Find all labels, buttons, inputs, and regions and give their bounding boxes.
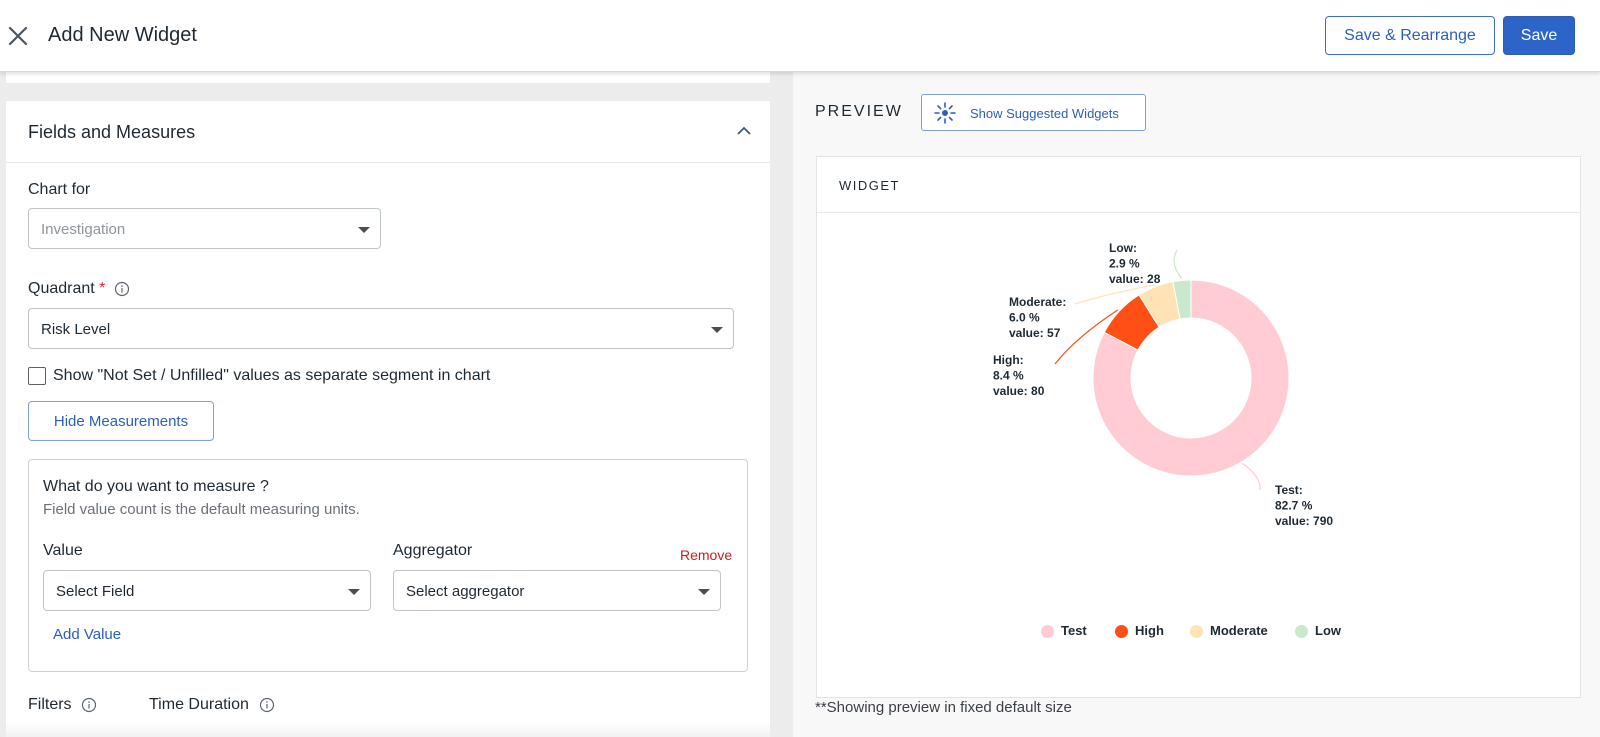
section-header[interactable]: Fields and Measures [6, 101, 770, 163]
donut-chart: Test: 82.7 % value: 790 High: 8.4 % value: 80… [993, 241, 1333, 528]
add-value-link[interactable]: Add Value [53, 626, 122, 643]
chart-legend: Test High Moderate Low [817, 622, 1580, 642]
top-bar: Add New Widget Save & Rearrange Save [0, 0, 1600, 72]
page-title: Add New Widget [48, 24, 197, 46]
chevron-up-icon[interactable] [736, 123, 752, 139]
info-icon[interactable] [114, 281, 130, 297]
value-label: Value [43, 542, 83, 559]
value-select-placeholder: Select Field [56, 583, 135, 600]
caret-down-icon [698, 589, 710, 595]
quadrant-select[interactable]: Risk Level [28, 308, 734, 349]
save-rearrange-button[interactable]: Save & Rearrange [1325, 16, 1495, 55]
remove-link[interactable]: Remove [680, 547, 733, 563]
legend-dot [1041, 625, 1054, 638]
value-select[interactable]: Select Field [43, 570, 371, 611]
hide-measurements-button[interactable]: Hide Measurements [28, 401, 214, 441]
legend-label: High [1135, 623, 1164, 638]
time-duration-label: Time Duration [149, 696, 249, 713]
scroll-fade [6, 722, 770, 737]
chart-for-select[interactable]: Investigation [28, 208, 381, 249]
legend-label: Low [1315, 623, 1341, 638]
legend-dot [1295, 625, 1308, 638]
quadrant-value: Risk Level [41, 321, 111, 338]
measure-subtitle: Field value count is the default measuri… [43, 501, 360, 518]
caret-down-icon [711, 327, 723, 333]
preview-panel: PREVIEW Show Suggested Widgets WIDGET Te… [793, 72, 1600, 737]
close-icon[interactable] [4, 22, 32, 50]
widget-card: WIDGET Test: 82.7 % value: 790 High: 8.4 % va… [816, 156, 1581, 698]
donut-slice-test[interactable] [1092, 279, 1290, 477]
widget-title: WIDGET [839, 178, 900, 193]
widget-header: WIDGET [817, 157, 1580, 213]
save-button[interactable]: Save [1503, 16, 1575, 55]
chart-for-value: Investigation [41, 221, 126, 238]
legend-dot [1190, 625, 1203, 638]
not-set-checkbox[interactable] [28, 367, 46, 385]
connector-line-high [1054, 309, 1119, 365]
not-set-checkbox-label: Show "Not Set / Unfilled" values as sepa… [53, 367, 491, 384]
info-icon[interactable] [81, 697, 97, 713]
caret-down-icon [358, 227, 370, 233]
connector-line-test [1242, 463, 1261, 491]
measure-box: What do you want to measure ? Field valu… [28, 459, 748, 672]
quadrant-label: Quadrant * [28, 280, 106, 297]
show-suggested-widgets-label: Show Suggested Widgets [970, 106, 1119, 121]
data-label-moderate: Moderate: 6.0 % value: 57 [1009, 295, 1066, 340]
aggregator-select[interactable]: Select aggregator [393, 570, 721, 611]
legend-label: Moderate [1210, 623, 1268, 638]
preview-label: PREVIEW [815, 103, 903, 120]
previous-section-edge [6, 72, 770, 83]
connector-line-low [1173, 249, 1183, 279]
caret-down-icon [348, 589, 360, 595]
preview-note: **Showing preview in fixed default size [815, 699, 1072, 716]
aggregator-label: Aggregator [393, 542, 473, 559]
donut-slice-low[interactable] [1172, 279, 1192, 320]
legend-label: Test [1061, 623, 1087, 638]
info-icon[interactable] [259, 697, 275, 713]
show-suggested-widgets-button[interactable]: Show Suggested Widgets [921, 94, 1146, 131]
data-label-test: Test: 82.7 % value: 790 [1275, 483, 1333, 528]
chart-for-label: Chart for [28, 181, 91, 198]
legend-dot [1115, 625, 1128, 638]
sparkle-icon [934, 102, 956, 124]
data-label-high: High: 8.4 % value: 80 [993, 353, 1045, 398]
filters-label: Filters [28, 696, 72, 713]
measure-question: What do you want to measure ? [43, 478, 269, 495]
aggregator-select-placeholder: Select aggregator [406, 583, 525, 600]
fields-and-measures-panel: Fields and Measures Chart for Investigat… [6, 101, 770, 737]
data-label-low: Low: 2.9 % value: 28 [1109, 241, 1161, 286]
section-title: Fields and Measures [28, 122, 196, 142]
connector-line-moderate [1074, 284, 1155, 305]
required-marker: * [99, 280, 106, 297]
